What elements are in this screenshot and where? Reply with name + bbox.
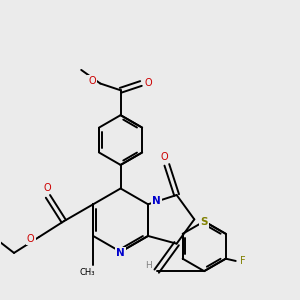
Text: S: S	[200, 217, 208, 226]
Text: F: F	[240, 256, 246, 266]
Text: O: O	[27, 234, 34, 244]
Text: O: O	[88, 76, 96, 86]
Text: N: N	[152, 196, 161, 206]
Text: O: O	[160, 152, 168, 162]
Text: H: H	[145, 261, 152, 270]
Text: CH₃: CH₃	[80, 268, 95, 277]
Text: O: O	[43, 183, 51, 193]
Text: O: O	[145, 78, 152, 88]
Text: N: N	[116, 248, 125, 258]
